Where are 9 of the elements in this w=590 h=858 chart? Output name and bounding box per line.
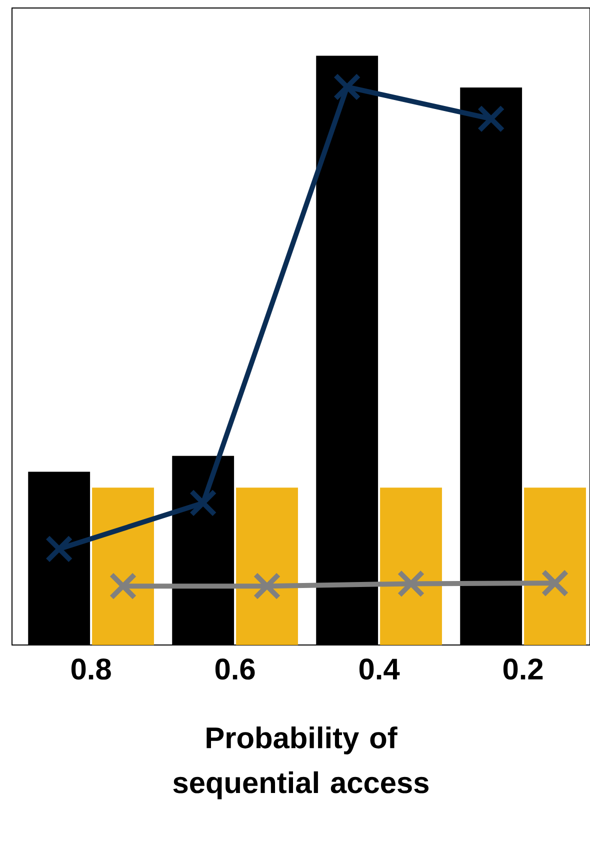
x-tick-label: 0.6 (215, 658, 255, 680)
bar (380, 488, 442, 645)
x-tick-label: 0.8 (71, 658, 111, 680)
x-tick-label: 0.2 (503, 658, 543, 680)
x-tick-label: 0.4 (359, 658, 400, 680)
bar (236, 488, 298, 645)
x-axis-title: Probability of sequential access (173, 726, 428, 800)
bar (92, 488, 154, 645)
bar (524, 488, 586, 645)
